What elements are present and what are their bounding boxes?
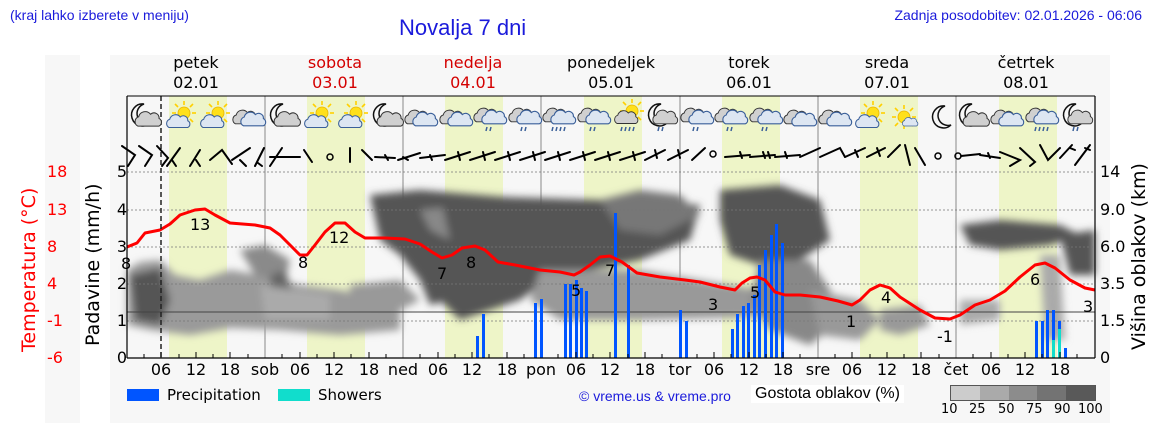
day-label: ponedeljek 05.01 [567,53,655,92]
x-tick-label: 06 [980,360,1002,379]
day-label: nedelja 04.01 [443,53,503,92]
temp-tick: 18 [47,162,68,181]
cloud-height-tick: 14 [1100,162,1121,181]
showers-legend-swatch [278,389,310,401]
cloud-density-tick: 100 [1078,402,1103,417]
x-tick-label: 06 [150,360,172,379]
cloud-height-tick: 1.5 [1100,311,1126,330]
x-tick-label: 06 [427,360,449,379]
day-label: torek 06.01 [726,53,772,92]
x-tick-label: 18 [496,360,518,379]
svg-text:-1: -1 [937,327,953,346]
svg-text:7: 7 [437,264,447,283]
precip-tick: 4 [116,200,127,219]
temp-tick: 4 [47,274,58,293]
cloud-height-axis-title: Višina oblakov (km) [1128,163,1150,350]
temp-tick: -6 [47,348,63,367]
x-tick-label: 06 [841,360,863,379]
x-tick-label: 12 [738,360,760,379]
x-tick-label: 18 [358,360,380,379]
svg-text:13: 13 [190,215,210,234]
x-tick-label: 18 [219,360,241,379]
temperature-axis-panel [45,55,80,423]
cloud-density-label: Gostota oblakov (%) [751,385,904,403]
cloud-height-tick: 3.5 [1100,274,1126,293]
svg-text:4: 4 [881,288,891,307]
cloud-height-tick: 6.0 [1100,237,1126,256]
showers-bars [1052,329,1061,358]
cloud-height-tick: 0 [1100,348,1111,367]
x-tick-label: 12 [599,360,621,379]
svg-text:5: 5 [750,283,760,302]
svg-text:12: 12 [329,228,349,247]
precip-tick: 2 [116,274,127,293]
x-tick-label: 18 [910,360,932,379]
x-tick-label: 12 [323,360,345,379]
cloud-density-tick: 75 [1026,402,1043,417]
svg-text:6: 6 [1030,270,1040,289]
x-tick-label: 06 [289,360,311,379]
cloud-density-scale [950,385,1096,401]
svg-text:8: 8 [466,253,476,272]
day-label: četrtek 08.01 [997,53,1055,92]
precip-tick: 5 [116,162,127,181]
page-title: Novalja 7 dni [399,15,527,40]
cloud-density-tick: 10 [941,402,958,417]
x-tick-label: pon [525,360,557,379]
x-tick-label: 18 [772,360,794,379]
x-tick-label: 06 [565,360,587,379]
day-label: petek 02.01 [173,53,219,92]
temp-tick: 13 [47,200,68,219]
precip-tick: 3 [116,237,127,256]
x-tick-label: sre [805,360,831,379]
svg-text:7: 7 [605,261,615,280]
wind-barbs [121,144,1091,167]
cloud-height-tick: 9.0 [1100,200,1126,219]
temp-tick: -1 [47,311,63,330]
svg-text:8: 8 [121,254,131,273]
location-hint[interactable]: (kraj lahko izberete v meniju) [10,7,189,23]
x-tick-label: čet [943,360,969,379]
x-tick-label: 18 [1049,360,1071,379]
cloud-density-tick: 25 [969,402,986,417]
svg-text:8: 8 [298,253,308,272]
x-tick-label: 12 [1014,360,1036,379]
copyright-link[interactable]: © vreme.us & vreme.pro [579,388,731,404]
cloud-density-tick: 50 [998,402,1015,417]
x-tick-label: 06 [703,360,725,379]
temp-tick: 8 [47,237,58,256]
x-tick-label: ned [387,360,419,379]
svg-text:3: 3 [1083,297,1093,316]
x-tick-label: sob [250,360,280,379]
temperature-axis-title: Temperatura (°C) [18,187,40,352]
x-tick-label: 12 [876,360,898,379]
showers-legend-label: Showers [318,386,382,404]
x-tick-label: 18 [634,360,656,379]
x-tick-label: 12 [461,360,483,379]
temperature-line [126,207,1096,321]
precipitation-legend-swatch [127,389,159,401]
precip-axis-title: Padavine (mm/h) [82,183,104,346]
precip-tick: 0 [116,348,127,367]
last-update: Zadnja posodobitev: 02.01.2026 - 06:06 [894,7,1142,23]
precipitation-legend-label: Precipitation [167,386,261,404]
x-tick-label: tor [668,360,692,379]
day-label: sreda 07.01 [864,53,910,92]
svg-text:3: 3 [708,295,718,314]
x-ticks [143,352,1078,358]
svg-text:1: 1 [846,312,856,331]
temperature-labels: 8 13 8 12 7 8 5 7 3 5 1 4 -1 6 3 [121,215,1093,346]
svg-text:5: 5 [571,281,581,300]
cloud-density-tick: 90 [1054,402,1071,417]
x-tick-label: 12 [185,360,207,379]
day-label: sobota 03.01 [307,53,363,92]
precip-tick: 1 [116,311,127,330]
